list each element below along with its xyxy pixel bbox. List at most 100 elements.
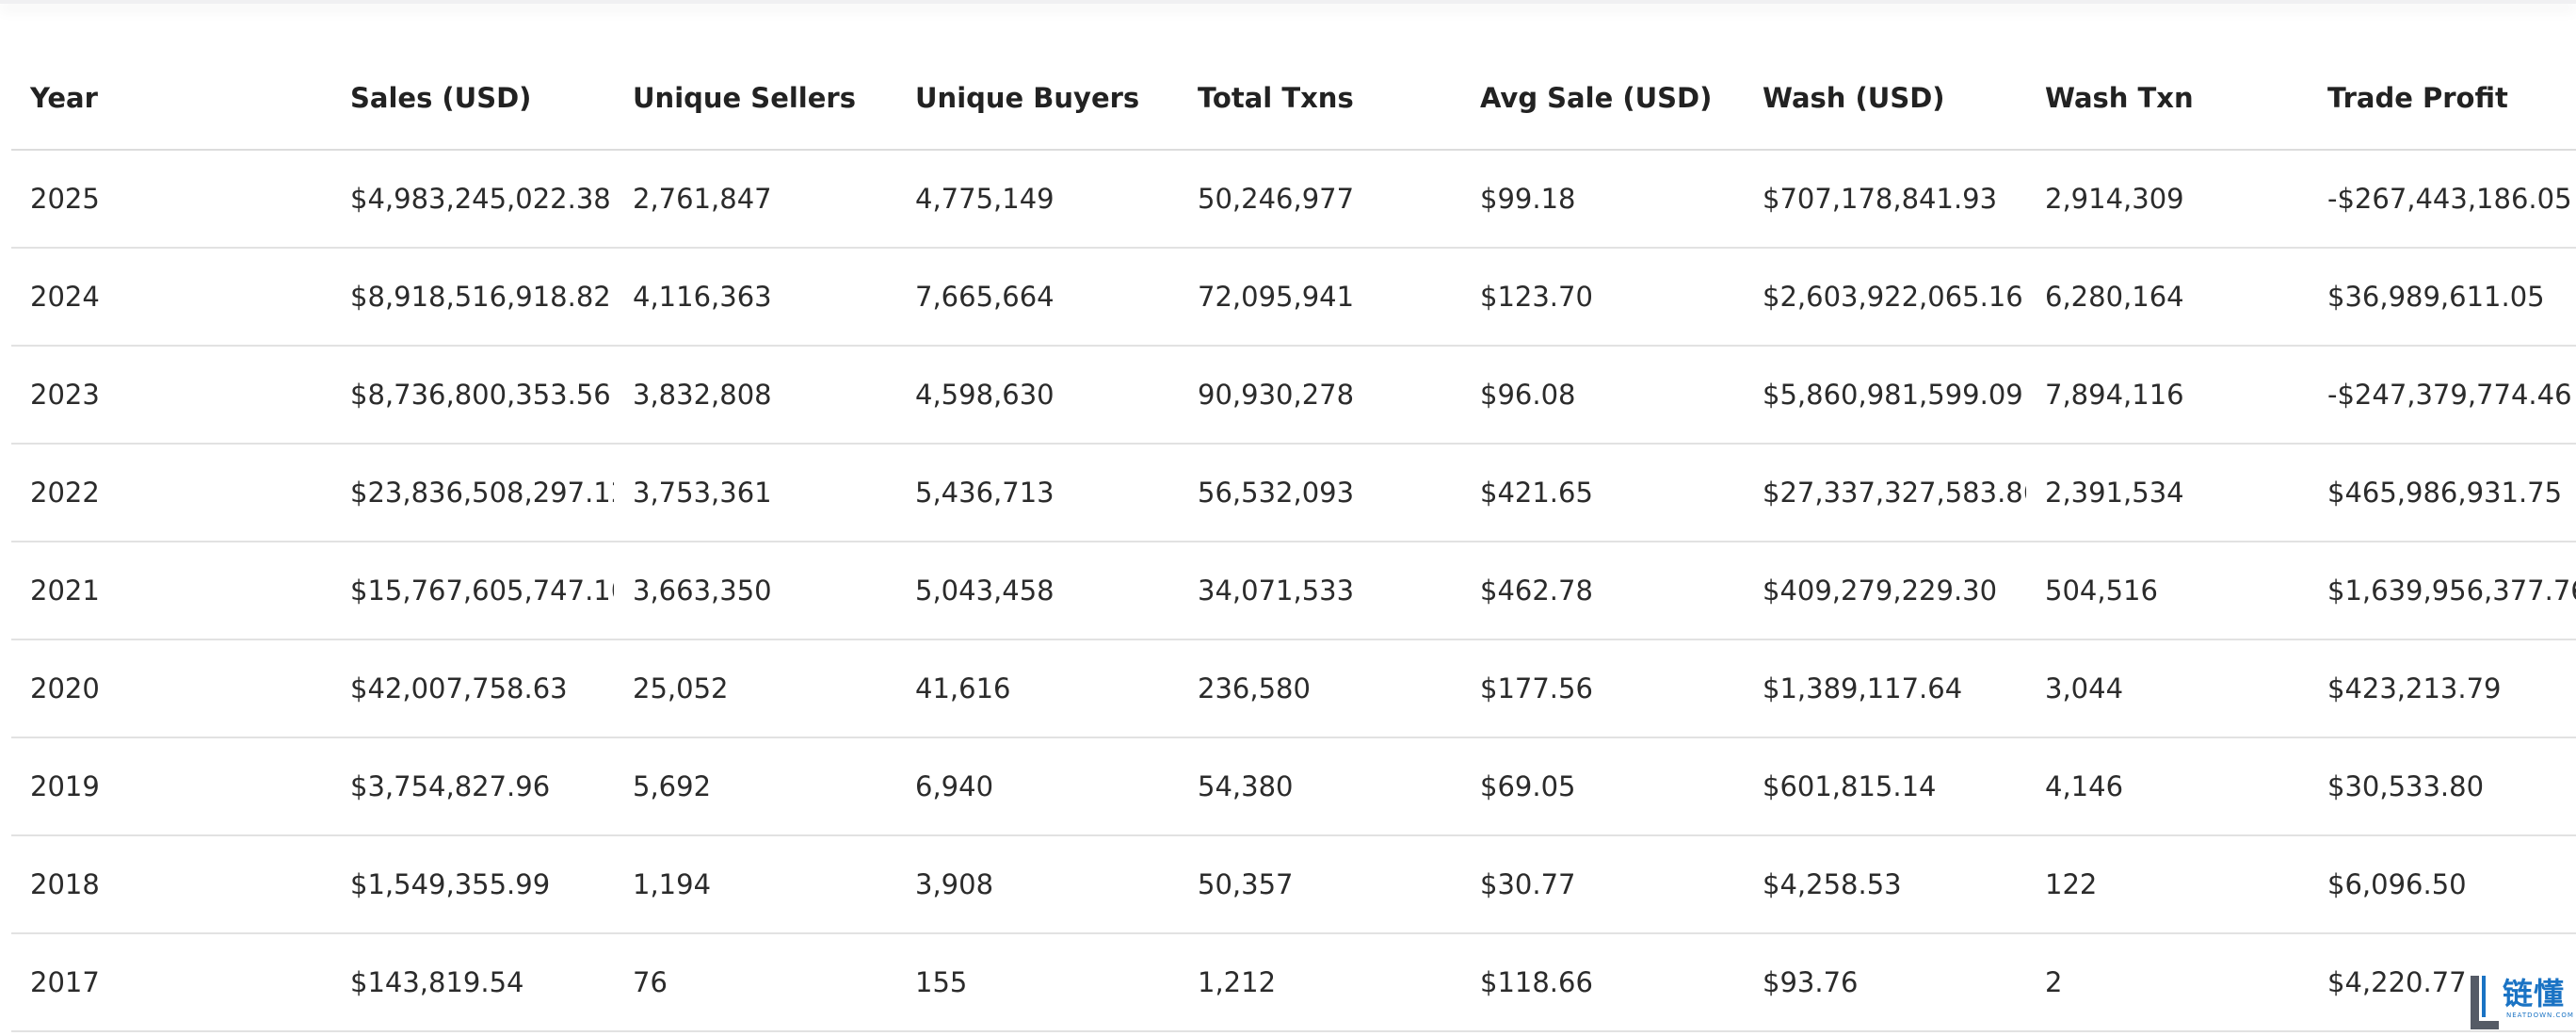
cell-unique-sellers: 76 (614, 933, 896, 1032)
cell-avg-sale: $118.66 (1461, 933, 1744, 1032)
cell-wash: $1,389,117.64 (1744, 639, 2026, 738)
cell-unique-sellers: 3,832,808 (614, 346, 896, 445)
cell-year: 2025 (11, 150, 331, 249)
cell-total-txns: 56,532,093 (1179, 444, 1461, 542)
cell-wash-txn: 7,894,116 (2026, 346, 2309, 445)
watermark-logo: 链懂 NEATDOWN.COM (2469, 970, 2573, 1032)
cell-year: 2024 (11, 248, 331, 347)
cell-avg-sale: $421.65 (1461, 444, 1744, 542)
column-header-unique-buyers[interactable]: Unique Buyers (896, 47, 1179, 151)
cell-unique-buyers: 41,616 (896, 639, 1179, 738)
cell-wash-txn: 2 (2026, 933, 2309, 1032)
cell-sales: $3,754,827.96 (331, 737, 614, 836)
cell-total-txns: 50,246,977 (1179, 150, 1461, 249)
cell-wash: $27,337,327,583.86 (1744, 444, 2026, 542)
column-header-sales[interactable]: Sales (USD) (331, 47, 614, 151)
cell-unique-sellers: 5,692 (614, 737, 896, 836)
column-header-wash-txn[interactable]: Wash Txn (2026, 47, 2309, 151)
cell-trade-profit: $6,096.50 (2309, 835, 2576, 934)
cell-year: 2021 (11, 542, 331, 640)
cell-trade-profit: $36,989,611.05 (2309, 248, 2576, 347)
cell-trade-profit: $423,213.79 (2309, 639, 2576, 738)
cell-total-txns: 72,095,941 (1179, 248, 1461, 347)
cell-year: 2022 (11, 444, 331, 542)
top-header-shadow (0, 0, 2576, 4)
table-row: 2023 $8,736,800,353.56 3,832,808 4,598,630 9… (11, 346, 2576, 445)
cell-wash: $4,258.53 (1744, 835, 2026, 934)
cell-trade-profit: $30,533.80 (2309, 737, 2576, 836)
table-row: 2019 $3,754,827.96 5,692 6,940 54,380 $69.05 $… (11, 737, 2576, 836)
cell-wash: $601,815.14 (1744, 737, 2026, 836)
cell-year: 2017 (11, 933, 331, 1032)
cell-wash: $2,603,922,065.16 (1744, 248, 2026, 347)
column-header-total-txns[interactable]: Total Txns (1179, 47, 1461, 151)
cell-wash: $707,178,841.93 (1744, 150, 2026, 249)
cell-sales: $1,549,355.99 (331, 835, 614, 934)
cell-avg-sale: $177.56 (1461, 639, 1744, 738)
cell-unique-sellers: 1,194 (614, 835, 896, 934)
cell-total-txns: 34,071,533 (1179, 542, 1461, 640)
cell-sales: $143,819.54 (331, 933, 614, 1032)
cell-year: 2020 (11, 639, 331, 738)
table-row: 2018 $1,549,355.99 1,194 3,908 50,357 $30.77 $… (11, 835, 2576, 934)
cell-avg-sale: $69.05 (1461, 737, 1744, 836)
cell-sales: $4,983,245,022.38 (331, 150, 614, 249)
cell-total-txns: 90,930,278 (1179, 346, 1461, 445)
table-body: 2025 $4,983,245,022.38 2,761,847 4,775,149 5… (11, 150, 2576, 1032)
column-header-unique-sellers[interactable]: Unique Sellers (614, 47, 896, 151)
column-header-avg-sale[interactable]: Avg Sale (USD) (1461, 47, 1744, 151)
cell-unique-buyers: 3,908 (896, 835, 1179, 934)
cell-trade-profit: -$247,379,774.46 (2309, 346, 2576, 445)
cell-trade-profit: $4,220.77 (2309, 933, 2576, 1032)
cell-unique-buyers: 5,043,458 (896, 542, 1179, 640)
column-header-trade-profit[interactable]: Trade Profit (2309, 47, 2576, 151)
header-row: Year Sales (USD) Unique Sellers Unique B… (11, 47, 2576, 151)
cell-unique-sellers: 25,052 (614, 639, 896, 738)
table-row: 2017 $143,819.54 76 155 1,212 $118.66 $93.76 2 $… (11, 933, 2576, 1032)
cell-unique-buyers: 4,775,149 (896, 150, 1179, 249)
cell-unique-buyers: 5,436,713 (896, 444, 1179, 542)
nft-yearly-stats-table-container: Year Sales (USD) Unique Sellers Unique B… (11, 47, 2576, 1032)
cell-wash: $409,279,229.30 (1744, 542, 2026, 640)
cell-wash-txn: 4,146 (2026, 737, 2309, 836)
table-row: 2020 $42,007,758.63 25,052 41,616 236,580 $17… (11, 639, 2576, 738)
cell-total-txns: 54,380 (1179, 737, 1461, 836)
cell-wash: $93.76 (1744, 933, 2026, 1032)
cell-year: 2019 (11, 737, 331, 836)
cell-sales: $8,918,516,918.82 (331, 248, 614, 347)
table-row: 2022 $23,836,508,297.12 3,753,361 5,436,713… (11, 444, 2576, 542)
cell-avg-sale: $30.77 (1461, 835, 1744, 934)
table-row: 2021 $15,767,605,747.10 3,663,350 5,043,458… (11, 542, 2576, 640)
table-row: 2024 $8,918,516,918.82 4,116,363 7,665,664 7… (11, 248, 2576, 347)
cell-wash-txn: 3,044 (2026, 639, 2309, 738)
cell-total-txns: 236,580 (1179, 639, 1461, 738)
cell-sales: $15,767,605,747.10 (331, 542, 614, 640)
cell-wash: $5,860,981,599.09 (1744, 346, 2026, 445)
cell-total-txns: 1,212 (1179, 933, 1461, 1032)
cell-unique-sellers: 3,753,361 (614, 444, 896, 542)
cell-wash-txn: 2,391,534 (2026, 444, 2309, 542)
cell-sales: $42,007,758.63 (331, 639, 614, 738)
cell-avg-sale: $96.08 (1461, 346, 1744, 445)
cell-avg-sale: $123.70 (1461, 248, 1744, 347)
column-header-year[interactable]: Year (11, 47, 331, 151)
cell-trade-profit: $465,986,931.75 (2309, 444, 2576, 542)
cell-unique-sellers: 3,663,350 (614, 542, 896, 640)
cell-trade-profit: -$267,443,186.05 (2309, 150, 2576, 249)
cell-unique-buyers: 4,598,630 (896, 346, 1179, 445)
cell-trade-profit: $1,639,956,377.76 (2309, 542, 2576, 640)
cell-wash-txn: 6,280,164 (2026, 248, 2309, 347)
cell-unique-sellers: 2,761,847 (614, 150, 896, 249)
cell-wash-txn: 504,516 (2026, 542, 2309, 640)
cell-avg-sale: $99.18 (1461, 150, 1744, 249)
table-header: Year Sales (USD) Unique Sellers Unique B… (11, 47, 2576, 151)
cell-wash-txn: 2,914,309 (2026, 150, 2309, 249)
column-header-wash[interactable]: Wash (USD) (1744, 47, 2026, 151)
cell-avg-sale: $462.78 (1461, 542, 1744, 640)
cell-sales: $8,736,800,353.56 (331, 346, 614, 445)
table-row: 2025 $4,983,245,022.38 2,761,847 4,775,149 5… (11, 150, 2576, 249)
cell-unique-sellers: 4,116,363 (614, 248, 896, 347)
cell-total-txns: 50,357 (1179, 835, 1461, 934)
cell-wash-txn: 122 (2026, 835, 2309, 934)
watermark-text: 链懂 (2503, 976, 2566, 1012)
